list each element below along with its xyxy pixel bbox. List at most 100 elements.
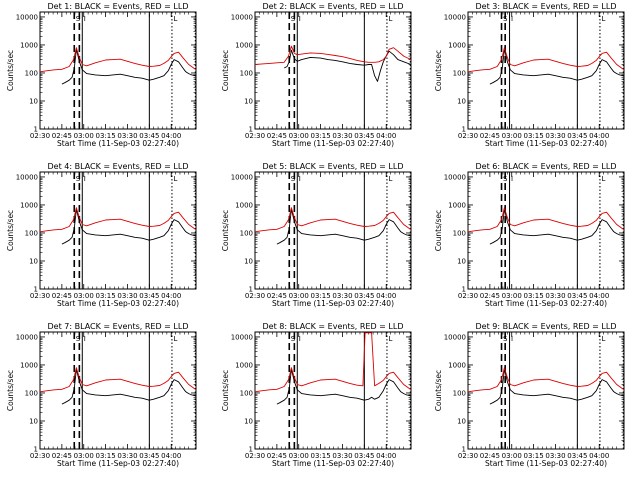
x-tick-label: 02:30 — [245, 452, 265, 460]
events-series-line — [61, 208, 197, 245]
detector-panel: Det 6: BLACK = Events, RED = LLD 1 10 100 10… — [434, 162, 625, 308]
y-tick-label: 1000 — [20, 361, 38, 369]
x-tick-label: 02:30 — [30, 452, 50, 460]
events-series-line — [61, 48, 197, 85]
y-tick-label: 10 — [244, 257, 253, 265]
y-tick-label: 10 — [457, 257, 466, 265]
y-tick-label: 1000 — [235, 41, 253, 49]
marker-label: L — [601, 175, 605, 183]
y-tick-label: 1 — [249, 286, 253, 294]
marker-label: L — [173, 335, 177, 343]
marker-label: L — [601, 335, 605, 343]
marker-label: I — [299, 335, 301, 343]
x-axis-label: Start Time (11-Sep-03 02:27:40) — [57, 459, 179, 468]
y-tick-label: 100 — [25, 69, 38, 77]
x-tick-label: 04:00 — [376, 132, 396, 140]
y-tick-label: 10000 — [231, 333, 253, 341]
marker-label: S — [76, 335, 81, 343]
detector-panel: Det 1: BLACK = Events, RED = LLD 1 10 100 10… — [6, 2, 197, 148]
y-tick-label: 100 — [25, 229, 38, 237]
y-tick-label: 10000 — [231, 173, 253, 181]
events-series-line — [489, 48, 625, 85]
x-tick-label: 03:45 — [567, 292, 587, 300]
x-tick-label: 03:30 — [117, 292, 137, 300]
plot-frame — [467, 171, 625, 290]
plot-frame — [467, 11, 625, 130]
panel-title: Det 2: BLACK = Events, RED = LLD — [263, 2, 404, 11]
lld-series-line — [254, 207, 412, 233]
x-tick-label: 03:30 — [545, 452, 565, 460]
y-tick-label: 10000 — [444, 173, 466, 181]
y-tick-label: 1000 — [20, 201, 38, 209]
events-series-line — [489, 208, 625, 245]
y-tick-label: 100 — [240, 69, 253, 77]
x-tick-label: 03:15 — [311, 292, 331, 300]
y-tick-label: 1000 — [235, 201, 253, 209]
x-tick-label: 03:30 — [332, 452, 352, 460]
x-tick-label: 02:30 — [458, 452, 478, 460]
x-tick-label: 04:00 — [589, 452, 609, 460]
x-tick-label: 03:30 — [117, 132, 137, 140]
detector-panel: Det 7: BLACK = Events, RED = LLD 1 10 100 10… — [6, 322, 197, 468]
y-axis-label: Counts/sec — [434, 210, 443, 251]
lld-series-line — [39, 47, 197, 73]
plot-frame — [39, 11, 197, 130]
x-tick-label: 04:00 — [376, 452, 396, 460]
y-tick-label: 1000 — [20, 41, 38, 49]
panel-title: Det 1: BLACK = Events, RED = LLD — [48, 2, 189, 11]
x-tick-label: 03:30 — [332, 292, 352, 300]
x-tick-label: 03:45 — [567, 132, 587, 140]
y-tick-label: 10000 — [16, 333, 38, 341]
marker-label: L — [173, 15, 177, 23]
panel-title: Det 9: BLACK = Events, RED = LLD — [476, 322, 617, 331]
marker-label: S — [291, 335, 296, 343]
x-tick-label: 03:00 — [502, 452, 522, 460]
detector-panel: Det 8: BLACK = Events, RED = LLD 1 10 100 10… — [221, 322, 412, 468]
events-series-line — [276, 208, 412, 245]
x-tick-label: 03:15 — [311, 452, 331, 460]
y-tick-label: 100 — [453, 389, 466, 397]
x-tick-label: 03:15 — [96, 132, 116, 140]
x-tick-label: 03:30 — [332, 132, 352, 140]
lld-series-line — [254, 332, 412, 393]
detector-panel: Det 2: BLACK = Events, RED = LLD 1 10 100 10… — [221, 2, 412, 148]
y-axis-label: Counts/sec — [6, 370, 15, 411]
x-tick-label: 04:00 — [589, 292, 609, 300]
x-tick-label: 02:45 — [480, 132, 500, 140]
events-series-line — [276, 368, 412, 405]
y-tick-label: 10000 — [231, 13, 253, 21]
detector-panel: Det 4: BLACK = Events, RED = LLD 1 10 100 10… — [6, 162, 197, 308]
y-tick-label: 1000 — [235, 361, 253, 369]
marker-label: I — [84, 15, 86, 23]
x-tick-label: 02:30 — [245, 132, 265, 140]
lld-series-line — [39, 207, 197, 233]
x-axis-label: Start Time (11-Sep-03 02:27:40) — [485, 459, 607, 468]
panel-title: Det 5: BLACK = Events, RED = LLD — [263, 162, 404, 171]
y-tick-label: 10 — [244, 97, 253, 105]
y-tick-label: 1 — [462, 286, 466, 294]
x-tick-label: 02:45 — [52, 292, 72, 300]
y-axis-label: Counts/sec — [221, 210, 230, 251]
events-series-line — [489, 368, 625, 405]
y-tick-label: 10 — [457, 417, 466, 425]
x-tick-label: 03:00 — [74, 132, 94, 140]
x-tick-label: 03:15 — [96, 292, 116, 300]
lld-series-line — [467, 47, 625, 73]
marker-label: L — [388, 175, 392, 183]
y-tick-label: 100 — [453, 229, 466, 237]
detector-panel: Det 5: BLACK = Events, RED = LLD 1 10 100 10… — [221, 162, 412, 308]
marker-label: L — [388, 335, 392, 343]
y-tick-label: 1000 — [448, 41, 466, 49]
y-axis-label: Counts/sec — [6, 50, 15, 91]
x-tick-label: 02:45 — [52, 452, 72, 460]
plot-frame — [254, 331, 412, 450]
x-tick-label: 04:00 — [589, 132, 609, 140]
x-tick-label: 03:45 — [139, 132, 159, 140]
plot-frame — [254, 11, 412, 130]
x-axis-label: Start Time (11-Sep-03 02:27:40) — [485, 299, 607, 308]
x-tick-label: 03:15 — [524, 452, 544, 460]
events-series-line — [283, 49, 412, 82]
x-tick-label: 02:30 — [30, 132, 50, 140]
x-tick-label: 03:45 — [354, 292, 374, 300]
